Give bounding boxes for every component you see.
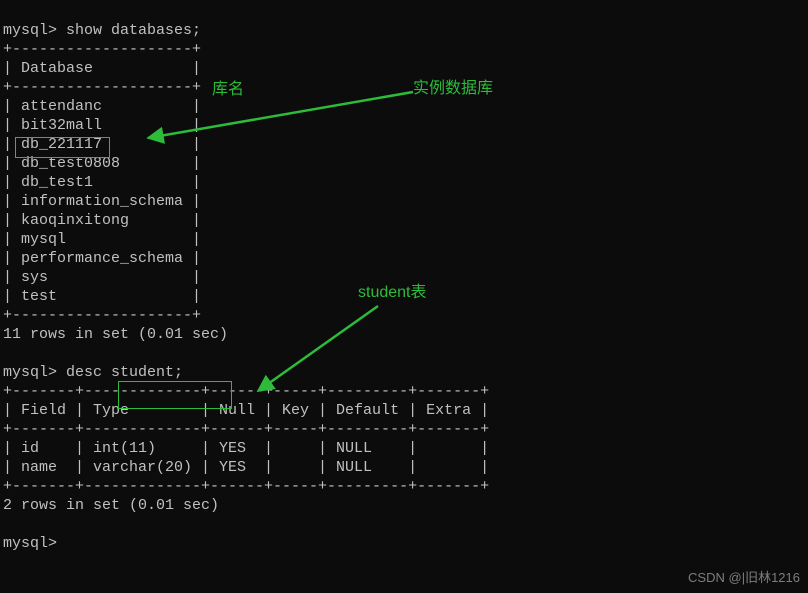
annotation-student-table: student表 <box>358 283 427 302</box>
sep: +-------+-------------+------+-----+----… <box>3 478 489 495</box>
prompt: mysql> <box>3 22 57 39</box>
db-row: | mysql | <box>3 231 201 248</box>
watermark: CSDN @|旧林1216 <box>688 568 800 587</box>
sep: +-------+-------------+------+-----+----… <box>3 421 489 438</box>
db-row: | attendanc | <box>3 98 201 115</box>
db-row: | bit32mall | <box>3 117 201 134</box>
sep: +--------------------+ <box>3 79 201 96</box>
table-header: | Database | <box>3 60 201 77</box>
db-row: | performance_schema | <box>3 250 201 267</box>
db-row: | information_schema | <box>3 193 201 210</box>
desc-header: | Field | Type | Null | Key | Default | … <box>3 402 489 419</box>
cmd-show-databases: show databases; <box>57 22 201 39</box>
sep: +--------------------+ <box>3 307 201 324</box>
prompt: mysql> <box>3 535 57 552</box>
sep: +-------+-------------+------+-----+----… <box>3 383 489 400</box>
result-text: 2 rows in set (0.01 sec) <box>3 497 219 514</box>
highlight-box-db221117 <box>15 137 110 158</box>
highlight-box-student <box>118 381 232 409</box>
desc-row: | name | varchar(20) | YES | | NULL | | <box>3 459 489 476</box>
db-row: | kaoqinxitong | <box>3 212 201 229</box>
terminal-output: mysql> show databases; +----------------… <box>0 0 808 555</box>
annotation-instance-db: 实例数据库 <box>413 79 493 98</box>
prompt: mysql> <box>3 364 57 381</box>
cmd-desc-student: desc student; <box>57 364 183 381</box>
sep: +--------------------+ <box>3 41 201 58</box>
db-row: | sys | <box>3 269 201 286</box>
db-row: | db_test1 | <box>3 174 201 191</box>
db-row: | test | <box>3 288 201 305</box>
desc-row: | id | int(11) | YES | | NULL | | <box>3 440 489 457</box>
annotation-lib-name: 库名 <box>212 80 244 99</box>
result-text: 11 rows in set (0.01 sec) <box>3 326 228 343</box>
